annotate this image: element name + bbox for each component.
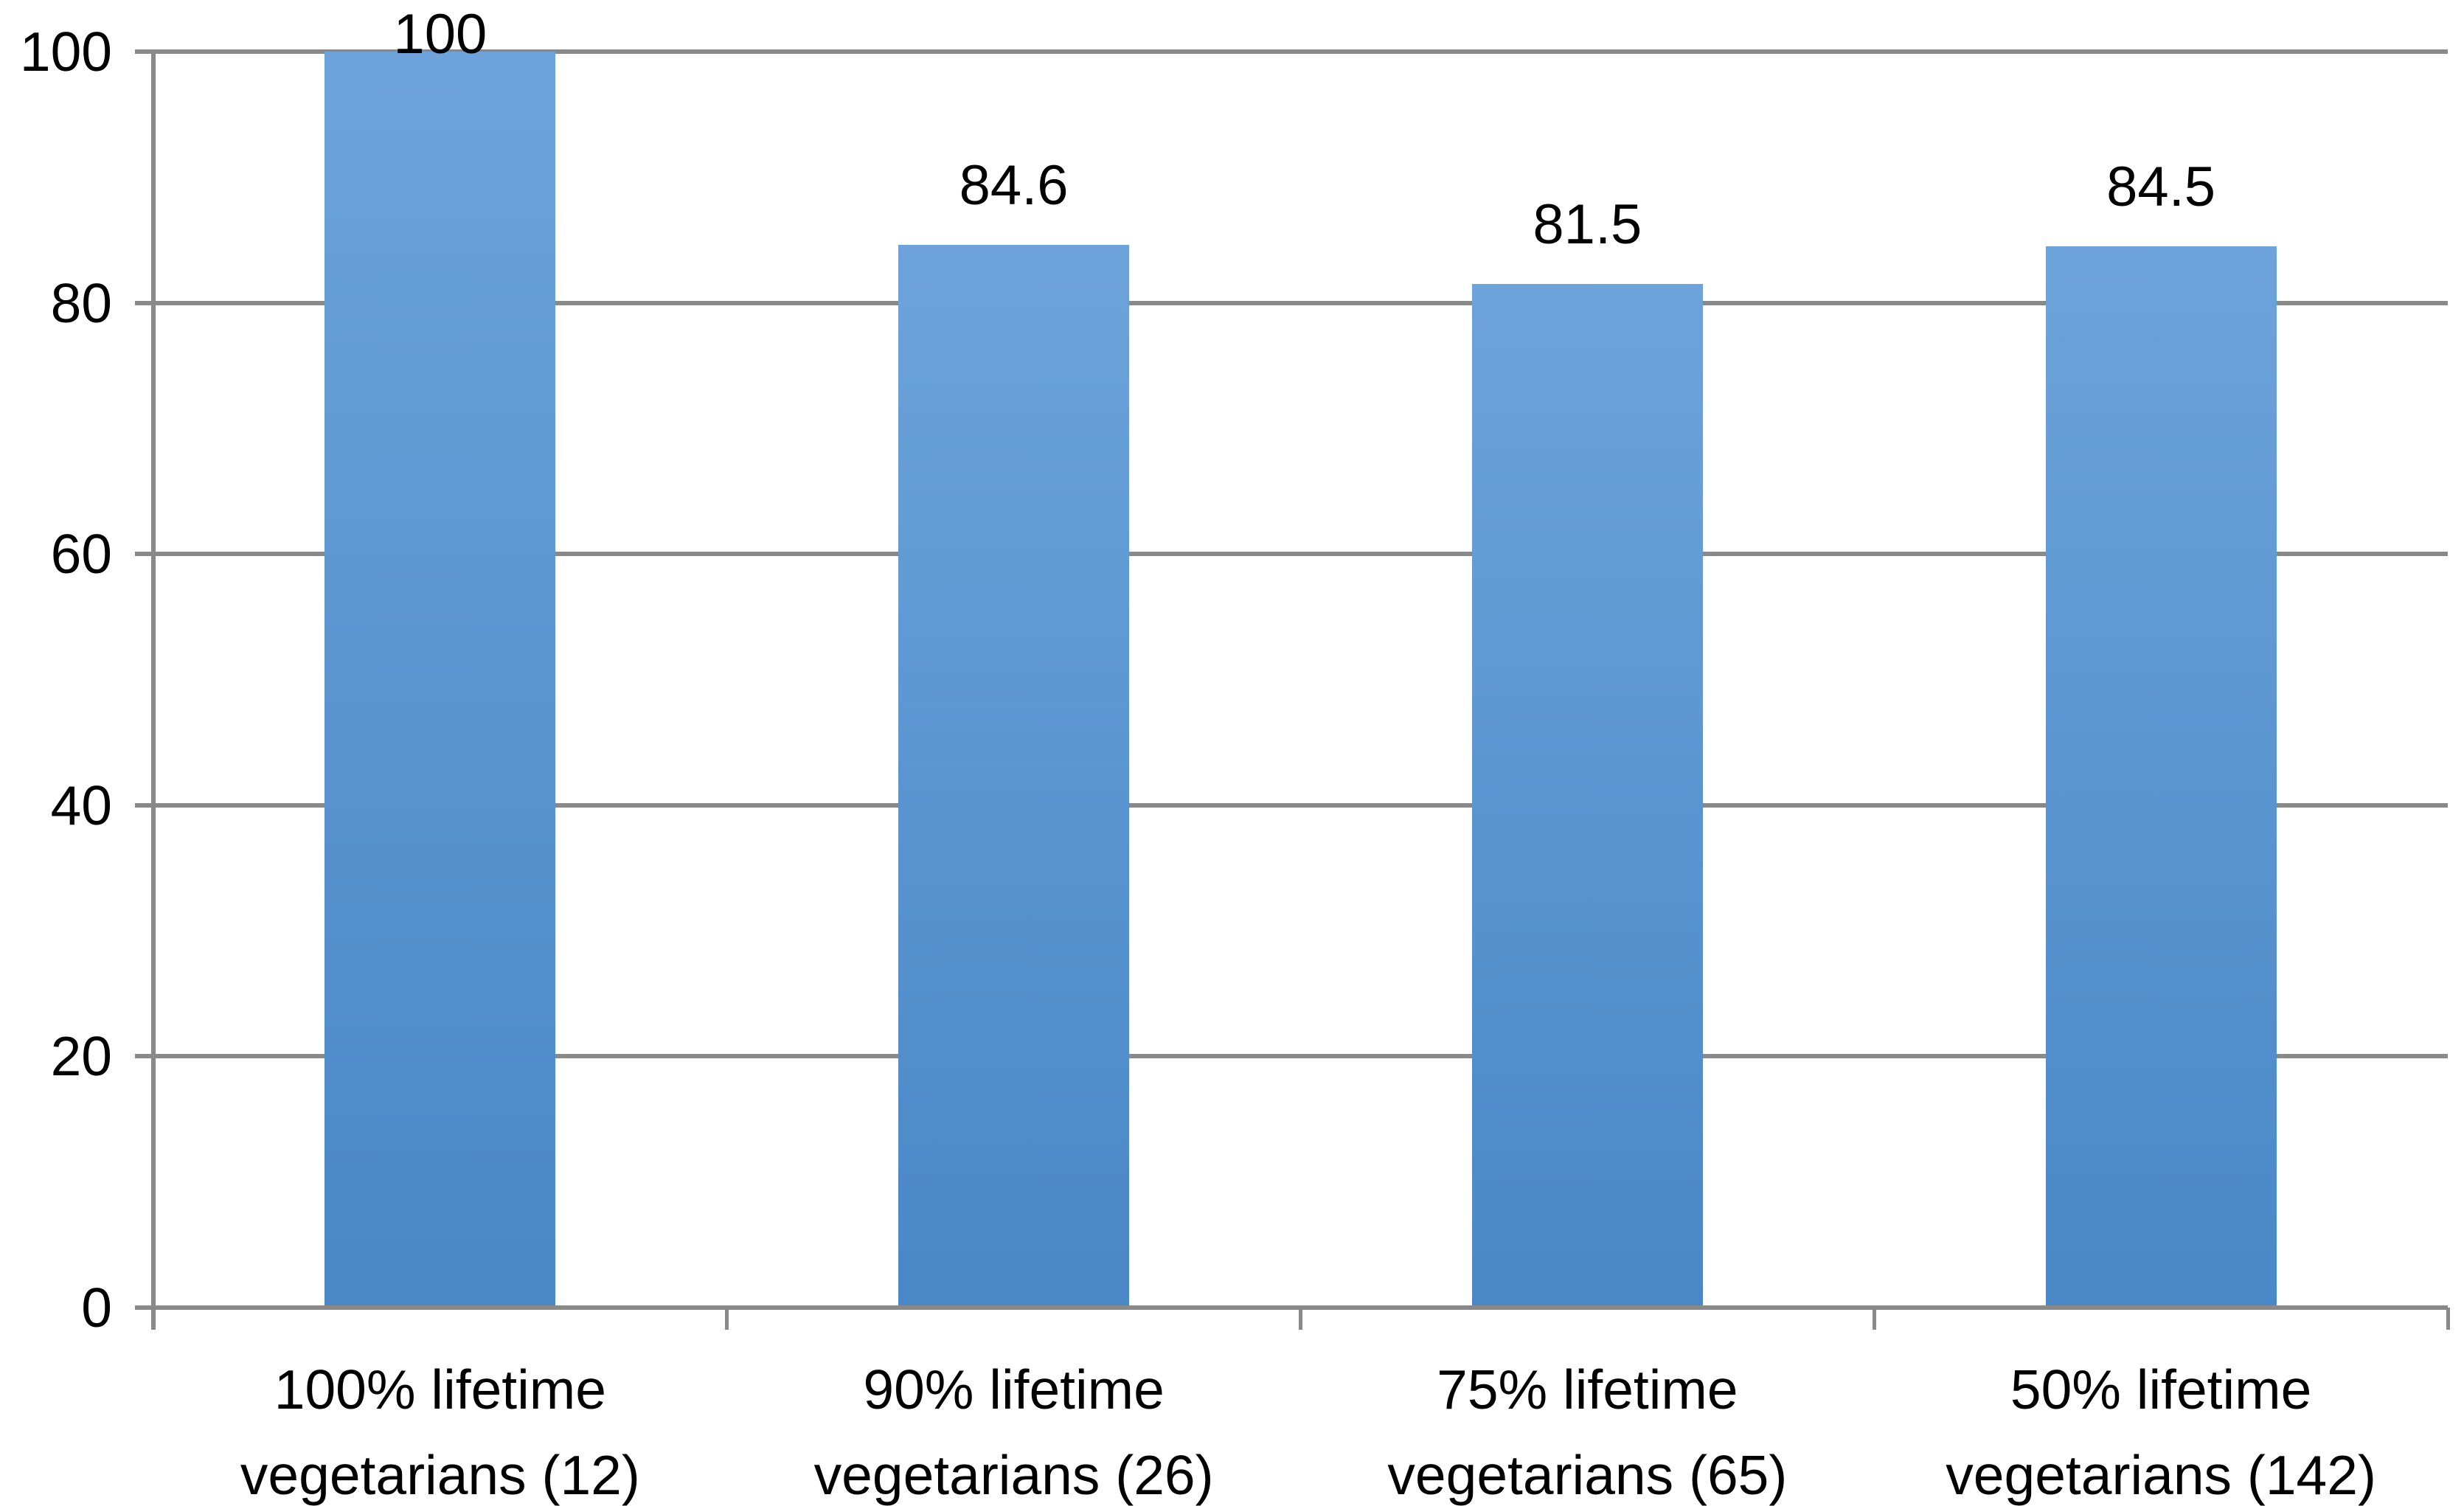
x-axis-category-label: 75% lifetime vegetarians (65) (1387, 1358, 1788, 1506)
y-axis-tick-label: 80 (50, 271, 112, 334)
gridline-60 (135, 552, 2448, 557)
y-axis-tick-label: 20 (50, 1025, 112, 1088)
x-axis-tick (1872, 1308, 1876, 1330)
gridline-100 (135, 49, 2448, 54)
bar-value-label: 84.5 (2106, 155, 2216, 218)
x-axis-line (135, 1305, 2448, 1310)
y-axis-tick-label: 100 (19, 21, 112, 83)
x-axis-tick (1299, 1308, 1302, 1330)
bar-value-label: 100 (393, 3, 487, 66)
x-axis-category-label: 100% lifetime vegetarians (12) (240, 1358, 640, 1506)
x-axis-category-label: 50% lifetime vegetarians (142) (1946, 1358, 2376, 1506)
x-axis-category-label: 90% lifetime vegetarians (26) (813, 1358, 1214, 1506)
x-axis-tick (151, 1308, 156, 1330)
gridline-80 (135, 300, 2448, 305)
x-axis-tick (2446, 1308, 2450, 1330)
bar-value-label: 84.6 (959, 154, 1069, 218)
y-axis-tick-label: 40 (50, 774, 112, 836)
bar-50% (2045, 246, 2277, 1310)
gridline-40 (135, 802, 2448, 808)
bar-75% (1471, 284, 1703, 1310)
gridline-20 (135, 1054, 2448, 1059)
bar-value-label: 81.5 (1533, 193, 1642, 257)
y-axis-line (151, 49, 156, 1330)
bar-90% (898, 245, 1130, 1310)
bar-100% (325, 52, 556, 1310)
x-axis-tick (725, 1308, 729, 1330)
y-axis-tick-label: 60 (50, 523, 112, 586)
y-axis-tick-label: 0 (81, 1277, 112, 1339)
